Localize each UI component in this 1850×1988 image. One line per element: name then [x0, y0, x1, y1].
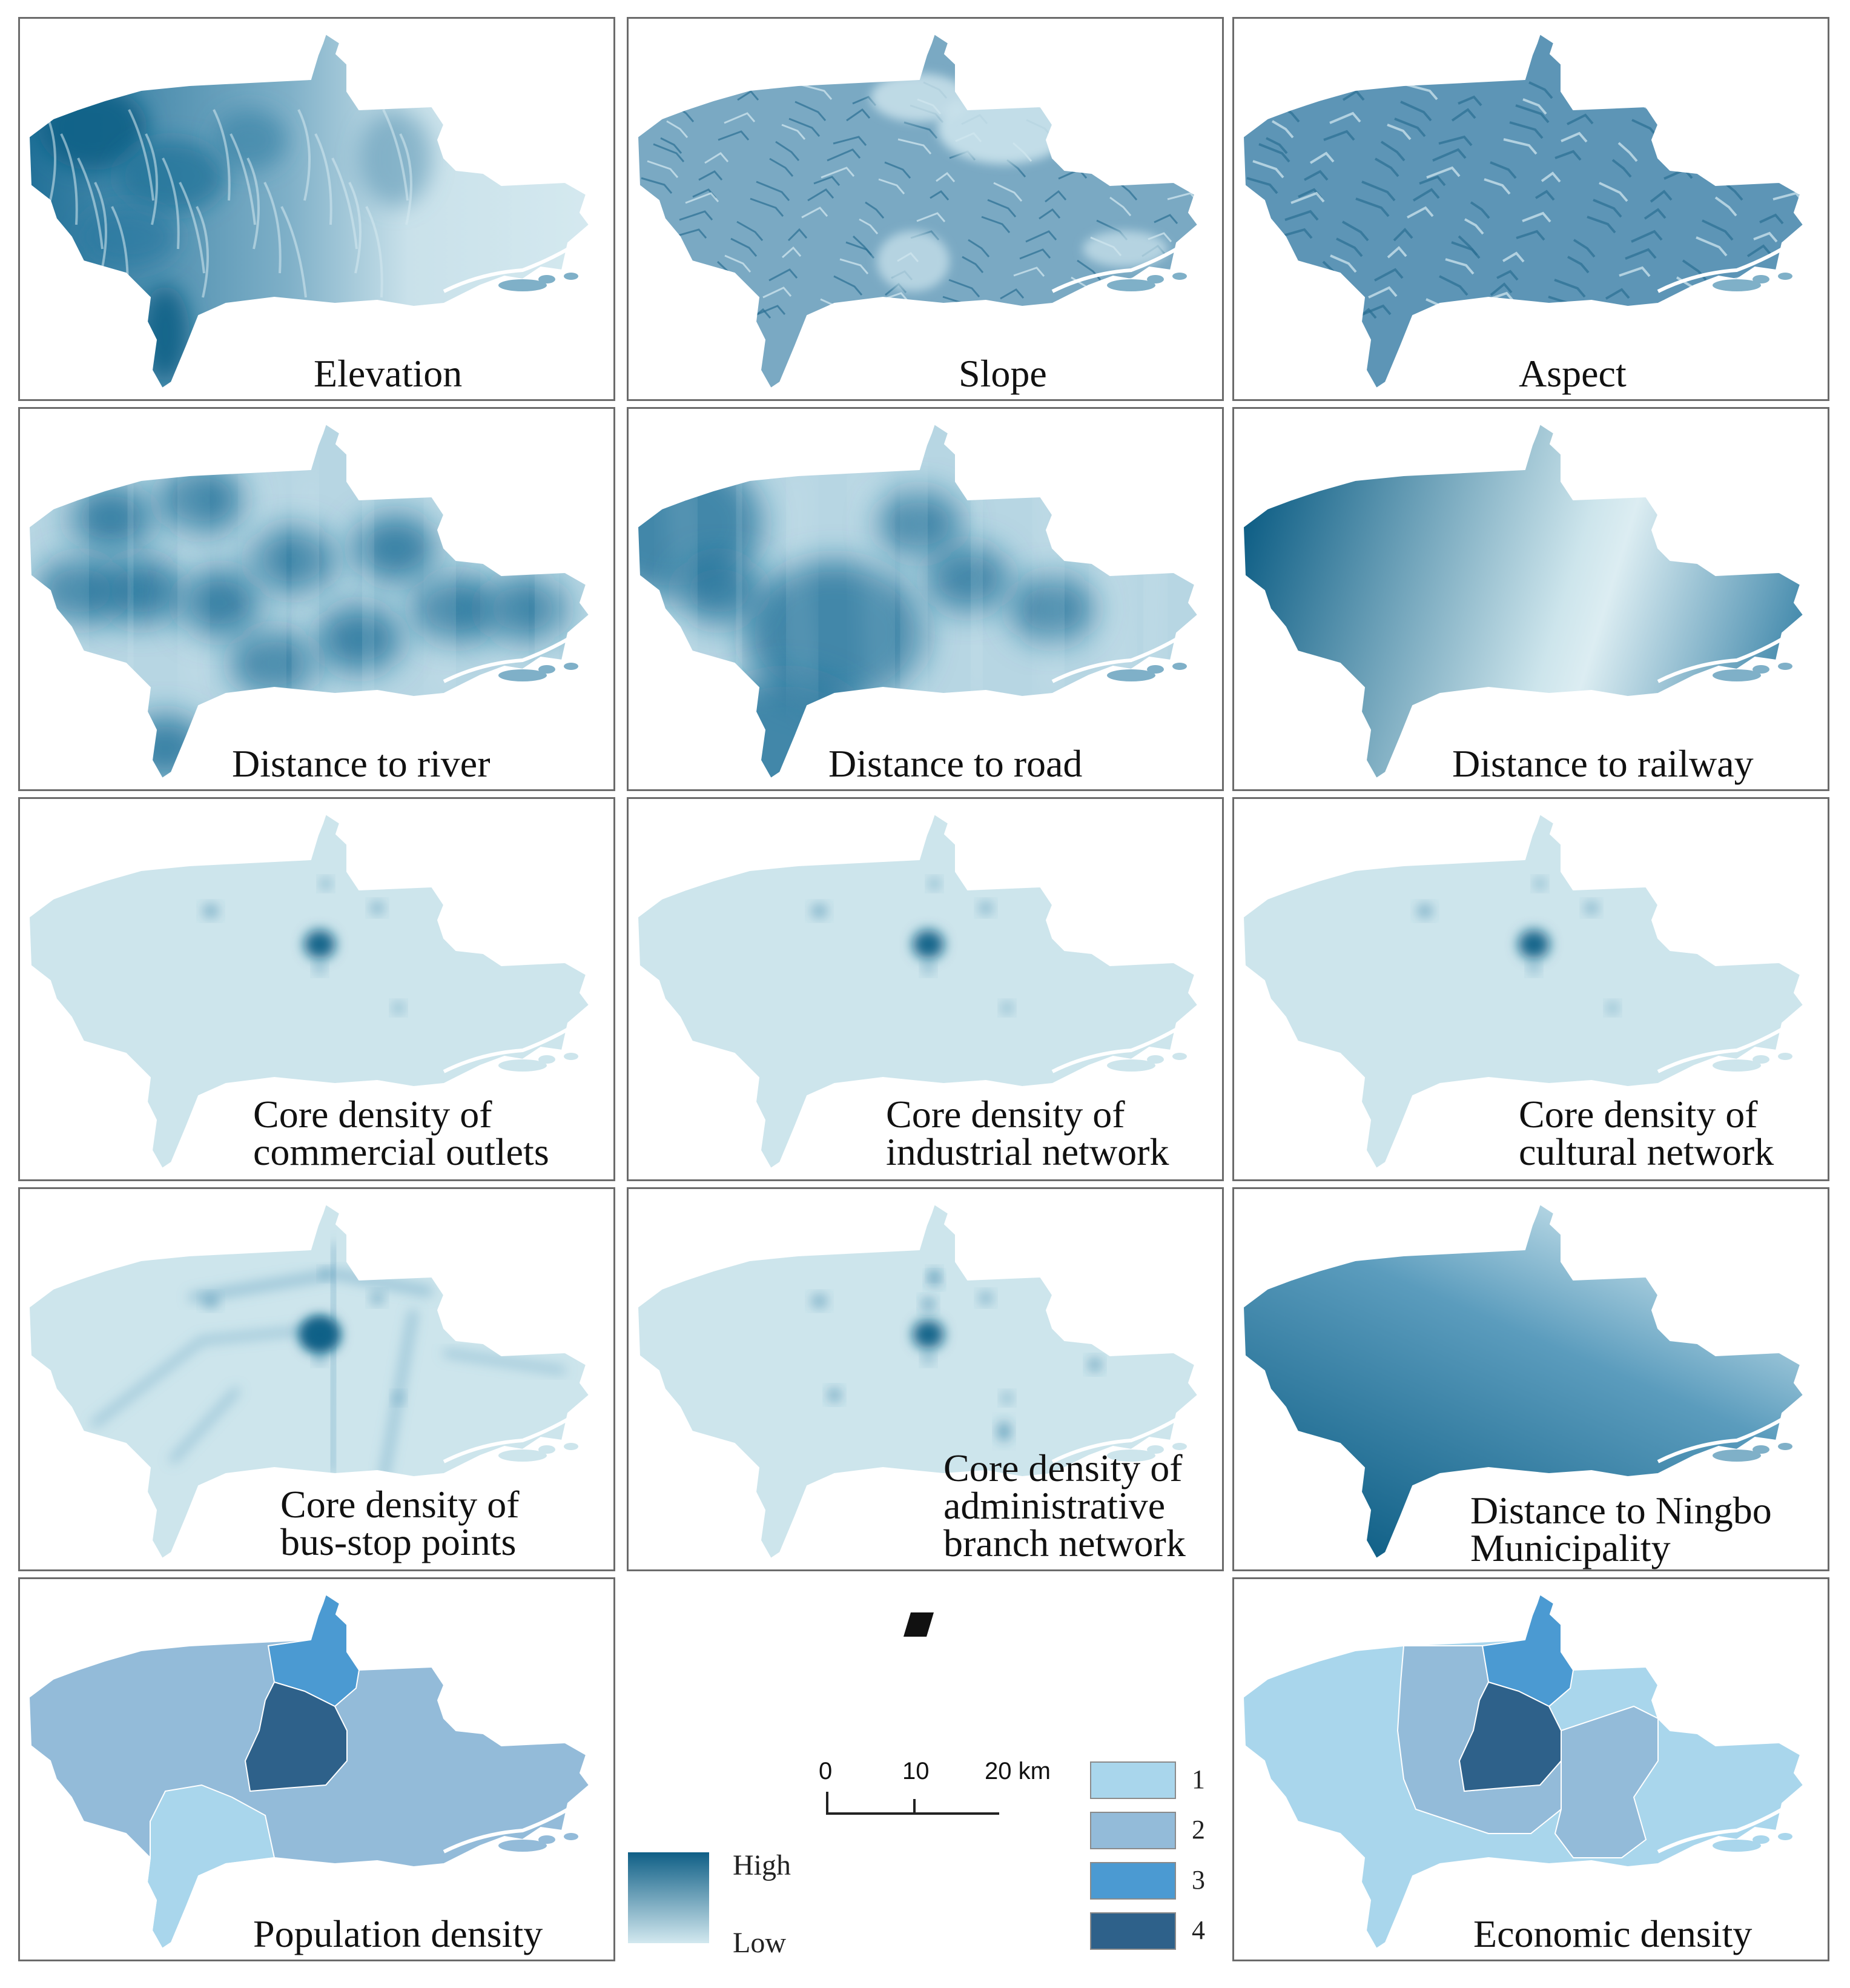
map-panel-population-density: Population density: [18, 1577, 615, 1961]
core-density-cultural-caption-line-1: Core density of: [1519, 1093, 1758, 1136]
map-panel-economic-density: Economic density: [1232, 1577, 1829, 1961]
map-panel-distance-to-ningbo: Distance to Ningbo Municipality: [1232, 1187, 1829, 1571]
gradient-bar: [628, 1852, 709, 1943]
map-panel-core-density-cultural: Core density of cultural network: [1232, 797, 1829, 1181]
map-panel-distance-to-railway: Distance to railway: [1232, 407, 1829, 791]
aspect-caption-line-1: Aspect: [1519, 352, 1627, 395]
map-panel-distance-to-road: Distance to road: [627, 407, 1224, 791]
gradient-legend: High Low: [627, 1849, 857, 1976]
scale-bar: 0 10 20 km: [805, 1744, 1078, 1817]
core-density-administrative-caption: Core density of administrative branch netw…: [943, 1446, 1186, 1565]
scale-tick-label-10: 10: [902, 1758, 930, 1784]
slope-map: [636, 33, 1199, 389]
core-density-cultural-caption: Core density of cultural network: [1519, 1093, 1774, 1173]
core-density-administrative-caption-line-2: administrative: [943, 1484, 1166, 1527]
map-panel-core-density-administrative: Core density of administrative branch netw…: [627, 1187, 1224, 1571]
map-panel-distance-to-river: Distance to river: [18, 407, 615, 791]
class-label-3: 3: [1192, 1865, 1205, 1895]
core-density-commercial-caption: Core density of commercial outlets: [253, 1093, 549, 1173]
elevation-caption-line-1: Elevation: [314, 352, 463, 395]
map-panel-core-density-commercial: Core density of commercial outlets: [18, 797, 615, 1181]
map-panel-core-density-industrial: Core density of industrial network: [627, 797, 1224, 1181]
distance-to-road-caption-line-1: Distance to road: [828, 742, 1083, 785]
economic-density-caption-line-1: Economic density: [1473, 1912, 1753, 1955]
distance-to-railway-caption: Distance to railway: [1452, 742, 1754, 785]
map-panel-aspect: Aspect: [1232, 17, 1829, 401]
scale-tick-label-20: 20 km: [985, 1758, 1051, 1784]
class-swatch-2: [1090, 1812, 1176, 1849]
core-density-industrial-caption: Core density of industrial network: [886, 1093, 1169, 1173]
distance-to-road-caption: Distance to road: [828, 742, 1083, 785]
population-density-study-area: [29, 1594, 589, 1949]
core-density-administrative-caption-line-1: Core density of: [943, 1446, 1183, 1489]
distance-to-river-map: [28, 423, 590, 780]
map-panel-core-density-bus-stop: Core density of bus-stop points: [18, 1187, 615, 1571]
core-density-bus-stop-map: [28, 1203, 590, 1560]
map-panel-slope: Slope: [627, 17, 1224, 401]
elevation-map: [28, 33, 590, 389]
economic-density-caption: Economic density: [1473, 1915, 1752, 1953]
elevation-caption: Elevation: [314, 352, 463, 395]
class-swatch-3: [1090, 1862, 1176, 1900]
distance-to-ningbo-map: [1242, 1203, 1805, 1560]
aspect-study-area: [1243, 34, 1803, 388]
distance-to-road-map: [636, 423, 1199, 780]
distance-to-railway-caption-line-1: Distance to railway: [1452, 742, 1754, 785]
distance-to-railway-study-area: [1243, 424, 1803, 778]
aspect-map: [1242, 33, 1805, 389]
distance-to-railway-map: [1242, 423, 1805, 780]
distance-to-ningbo-caption-line-1: Distance to Ningbo: [1470, 1489, 1772, 1532]
class-swatch-4: [1090, 1912, 1176, 1950]
aspect-caption: Aspect: [1519, 352, 1627, 395]
class-swatch-1: [1090, 1761, 1176, 1799]
core-density-industrial-caption-line-2: industrial network: [886, 1130, 1169, 1173]
population-density-map: [28, 1593, 590, 1950]
elevation-study-area: [29, 34, 589, 388]
core-density-commercial-map: [28, 813, 590, 1170]
class-label-1: 1: [1192, 1764, 1205, 1794]
core-density-administrative-map: [636, 1203, 1199, 1560]
distance-to-river-caption: Distance to river: [232, 742, 491, 785]
scale-tick-label-0: 0: [819, 1758, 833, 1784]
gradient-high-label: High: [733, 1849, 791, 1881]
economic-density-map: [1242, 1593, 1805, 1950]
core-density-industrial-caption-line-1: Core density of: [886, 1093, 1125, 1136]
core-density-commercial-caption-line-2: commercial outlets: [253, 1130, 549, 1173]
north-arrow-icon: [904, 1612, 934, 1637]
core-density-administrative-caption-line-3: branch network: [943, 1522, 1186, 1565]
core-density-bus-stop-caption: Core density of bus-stop points: [280, 1483, 520, 1563]
slope-caption: Slope: [959, 352, 1047, 395]
class-label-2: 2: [1192, 1815, 1205, 1844]
core-density-commercial-caption-line-1: Core density of: [253, 1093, 492, 1136]
population-density-caption: Population density: [253, 1915, 543, 1953]
population-density-caption-line-1: Population density: [253, 1912, 543, 1955]
distance-to-river-study-area: [29, 424, 589, 778]
core-density-industrial-map: [636, 813, 1199, 1170]
distance-to-ningbo-caption: Distance to Ningbo Municipality: [1470, 1489, 1772, 1569]
economic-density-study-area: [1243, 1594, 1803, 1949]
slope-study-area: [638, 34, 1198, 388]
distance-to-river-caption-line-1: Distance to river: [232, 742, 491, 785]
core-density-cultural-caption-line-2: cultural network: [1519, 1130, 1774, 1173]
slope-caption-line-1: Slope: [959, 352, 1047, 395]
map-panel-elevation: Elevation: [18, 17, 615, 401]
class-label-4: 4: [1192, 1915, 1205, 1945]
distance-to-ningbo-caption-line-2: Municipality: [1470, 1526, 1671, 1569]
class-legend: 1 2 3 4: [1090, 1761, 1223, 1967]
gradient-low-label: Low: [733, 1927, 786, 1959]
core-density-bus-stop-caption-line-2: bus-stop points: [280, 1520, 517, 1563]
core-density-cultural-map: [1242, 813, 1805, 1170]
scale-bar-line: [826, 1792, 999, 1815]
distance-to-road-study-area: [638, 424, 1198, 778]
core-density-bus-stop-caption-line-1: Core density of: [280, 1483, 520, 1526]
